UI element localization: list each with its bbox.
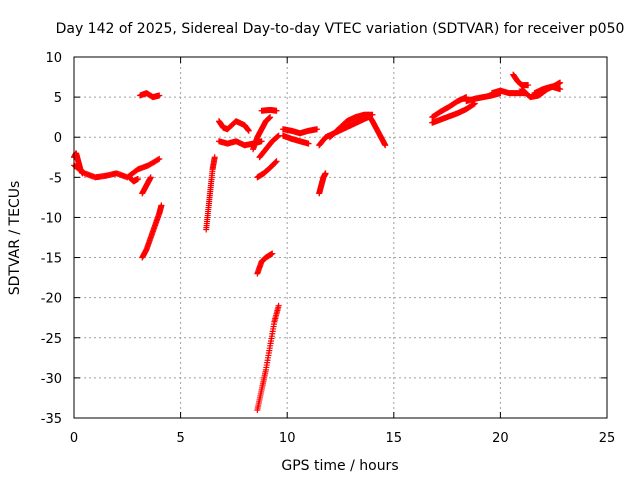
data-point [155, 156, 162, 163]
x-tick-label: 10 [279, 431, 296, 446]
y-tick-label: 0 [54, 131, 62, 146]
y-tick-label: -25 [41, 332, 62, 347]
data-point [272, 159, 279, 166]
y-tick-label: -30 [41, 372, 62, 387]
series-arc-17h-rise [429, 100, 478, 126]
data-point [557, 79, 564, 86]
chart-title: Day 142 of 2025, Sidereal Day-to-day VTE… [56, 21, 625, 37]
data-point [156, 155, 163, 162]
plot-points [71, 71, 564, 413]
data-point [147, 174, 154, 181]
axis-ticks [73, 56, 608, 419]
data-point [275, 302, 282, 309]
series-arc-9h-low [254, 158, 280, 181]
data-point [211, 154, 218, 161]
series-arc-3h-steep [139, 202, 165, 261]
y-tick-label: -35 [41, 412, 62, 427]
x-tick-labels: 0 5 10 15 20 25 [70, 431, 615, 446]
grid-lines [74, 57, 607, 418]
series-arc-9h-top [258, 106, 280, 114]
series-arc-10h-a [279, 126, 321, 137]
data-point [382, 142, 389, 149]
data-point [245, 127, 252, 134]
y-tick-label: -5 [49, 171, 62, 186]
y-tick-label: 5 [54, 91, 62, 106]
series-arc-12h-fan [326, 111, 376, 141]
data-point [322, 170, 329, 177]
series-arc-21h-peak [510, 71, 532, 89]
data-point [273, 107, 280, 114]
data-point [258, 138, 265, 145]
y-tick-label: 10 [45, 51, 62, 66]
series-arc-early-band [71, 155, 163, 181]
data-point [156, 92, 163, 99]
data-point [557, 86, 564, 93]
series-arc-2h-dip [126, 174, 141, 185]
plot-frame [73, 56, 608, 419]
series-arc-9h-mid [256, 132, 282, 161]
series-arc-11h-climb [316, 114, 372, 149]
data-point [79, 170, 86, 177]
data-point [134, 175, 141, 182]
series-arc-11h-low [316, 170, 329, 197]
x-tick-label: 25 [599, 431, 616, 446]
data-point [269, 250, 276, 257]
data-point [273, 158, 280, 165]
x-axis-label: GPS time / hours [281, 458, 398, 474]
series-arc-10h-b [279, 132, 312, 147]
x-tick-label: 20 [492, 431, 509, 446]
data-point [272, 158, 279, 165]
y-axis-label: SDTVAR / TECUs [7, 181, 23, 296]
data-point [158, 202, 165, 209]
data-point [305, 140, 312, 147]
series-arc-7h-hump [215, 118, 252, 134]
y-tick-label: -10 [41, 211, 62, 226]
x-tick-label: 5 [176, 431, 184, 446]
series-arc-3h-small [139, 174, 154, 197]
series-arc-14h-fall [365, 111, 389, 149]
x-tick-label: 15 [386, 431, 403, 446]
data-point [267, 114, 274, 121]
y-tick-label: -20 [41, 292, 62, 307]
series-arc-17h-upper [429, 94, 470, 121]
y-tick-label: -15 [41, 252, 62, 267]
series-arc-9h-minus16 [254, 250, 276, 277]
series-arc-9h-deep [254, 302, 282, 413]
x-tick-label: 0 [70, 431, 78, 446]
series-arc-22h-tail [531, 83, 564, 97]
series-arc-3h-top [137, 90, 163, 101]
series-arc-6h-steep [203, 154, 218, 233]
series-arc-8h-rise [250, 114, 274, 153]
data-point [525, 82, 532, 89]
data-point [314, 126, 321, 133]
y-tick-labels: 10 5 0 -5 -10 -15 -20 -25 -30 -35 [41, 51, 62, 427]
series-arc-early-start [71, 150, 86, 177]
